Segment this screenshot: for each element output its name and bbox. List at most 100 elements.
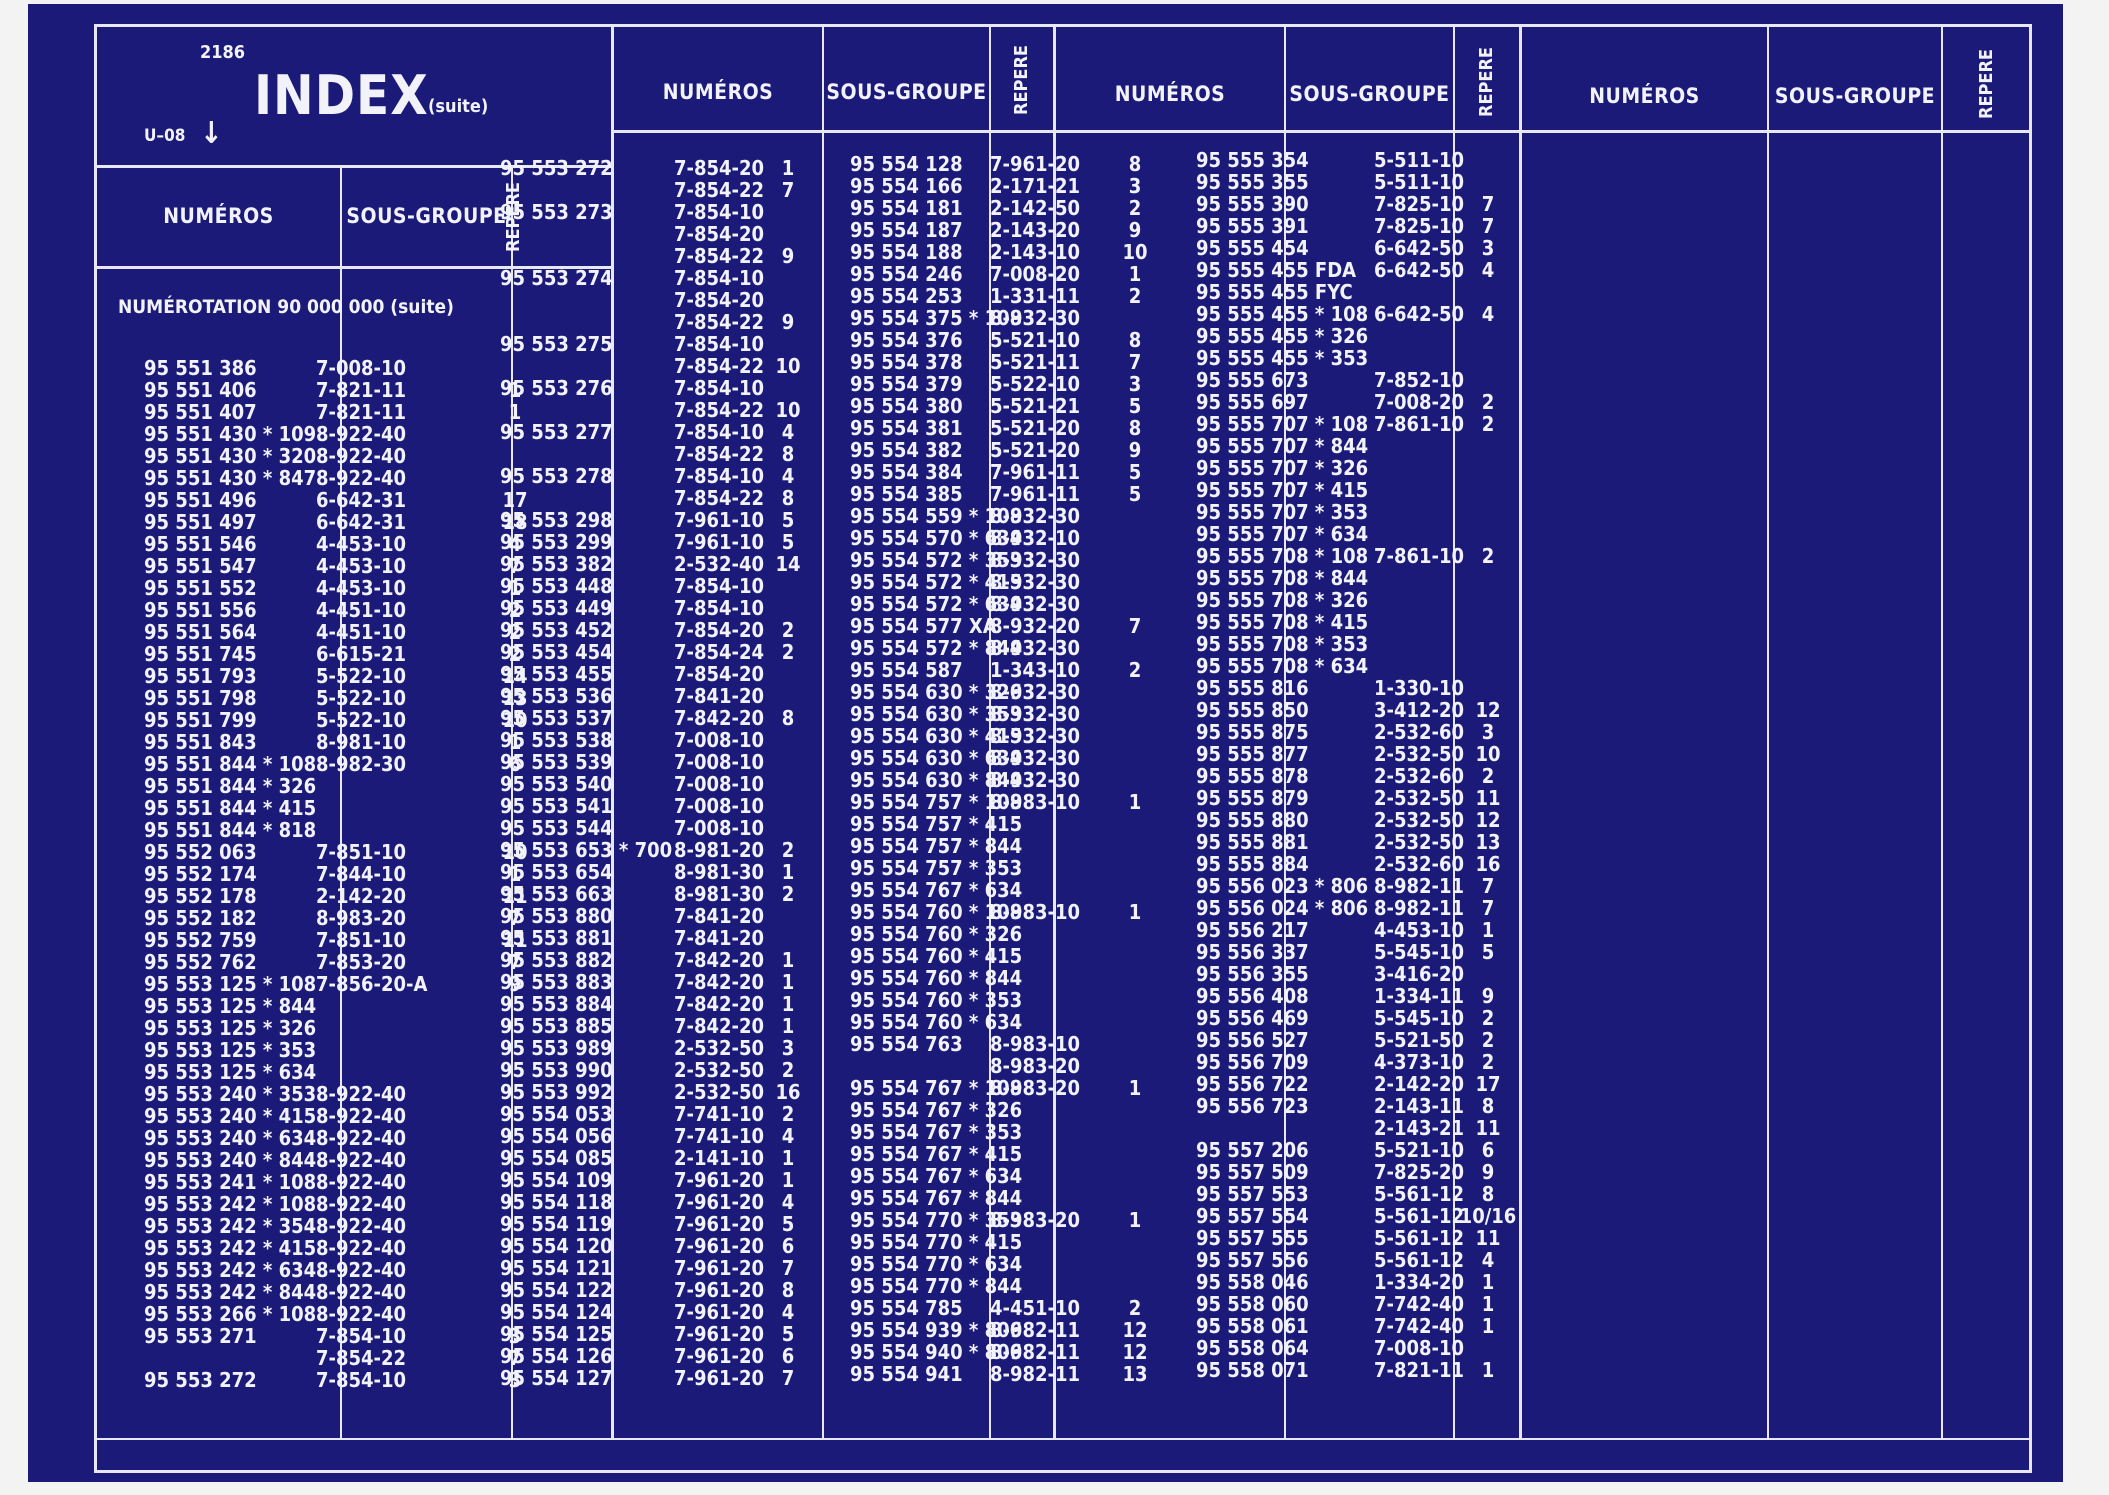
col2-row-s: 7-854-20	[674, 662, 765, 686]
col2-row-r: 7	[781, 1256, 795, 1280]
col2-row-s: 7-854-10	[674, 464, 765, 488]
col4-row-s: 2-532-50	[1374, 830, 1465, 854]
col4-row-n: 95 555 355	[1196, 170, 1309, 194]
col1-row-r: 1	[508, 400, 522, 424]
col2-row-s: 7-854-22	[674, 310, 765, 334]
col1-row-r: 18	[502, 510, 528, 534]
col4-row-n: 95 555 454	[1196, 236, 1309, 260]
col2-row-n: 95 554 127	[500, 1366, 613, 1390]
col4-row-s: 7-008-10	[1374, 1336, 1465, 1360]
col1-numeros-header: NUMÉROS	[163, 204, 274, 228]
col1-row-n: 95 552 178	[144, 884, 257, 908]
col3-row-n: 95 554 382	[850, 438, 963, 462]
col4-row-r: 1	[1481, 1314, 1495, 1338]
col2-row-n: 95 554 085	[500, 1146, 613, 1170]
col1-row-s: 7-008-10	[316, 356, 407, 380]
col4-row-n: 95 555 707 * 844	[1196, 434, 1369, 458]
col3-row-r: 2	[1128, 196, 1142, 220]
col4-row-r: 7	[1481, 214, 1495, 238]
col4-row-r: 2	[1481, 1050, 1495, 1074]
col4-row-s: 6-642-50	[1374, 258, 1465, 282]
col1-row-r: 2	[508, 598, 522, 622]
col4-row-s: 1-334-11	[1374, 984, 1465, 1008]
col2-row-s: 7-854-22	[674, 398, 765, 422]
col1-row-n: 95 553 242 * 354	[144, 1214, 317, 1238]
col2-row-s: 2-532-50	[674, 1036, 765, 1060]
col2-row-r: 2	[781, 1102, 795, 1126]
col3-row-n: 95 554 757 * 108	[850, 790, 1023, 814]
col2-row-n: 95 553 536	[500, 684, 613, 708]
col2-row-s: 7-008-10	[674, 728, 765, 752]
col3-row-s: 8-983-10	[990, 1032, 1081, 1056]
col2-repere-header: REPERE	[1011, 45, 1032, 116]
col2-row-s: 7-854-22	[674, 442, 765, 466]
col4-row-r: 11	[1475, 1116, 1501, 1140]
col4-row-s: 7-825-10	[1374, 192, 1465, 216]
col4-row-r: 4	[1481, 302, 1495, 326]
col4-row-r: 11	[1475, 1226, 1501, 1250]
col3-row-s: 8-932-30	[990, 724, 1081, 748]
col3-row-s: 5-521-20	[990, 416, 1081, 440]
col4-row-n: 95 555 707 * 353	[1196, 500, 1369, 524]
col4-row-s: 1-330-10	[1374, 676, 1465, 700]
col3-row-s: 8-932-10	[990, 526, 1081, 550]
col4-row-s: 5-561-12	[1374, 1204, 1465, 1228]
col3-row-n: 95 554 587	[850, 658, 963, 682]
col1-row-r: 1	[508, 862, 522, 886]
col2-row-n: 95 553 538	[500, 728, 613, 752]
col3-row-s: 2-143-10	[990, 240, 1081, 264]
col4-row-s: 8-982-11	[1374, 896, 1465, 920]
col4-row-n: 95 555 455 * 108	[1196, 302, 1369, 326]
col1-row-r: 11	[502, 928, 528, 952]
col4-row-n: 95 555 673	[1196, 368, 1309, 392]
col2-row-s: 7-741-10	[674, 1102, 765, 1126]
col2-row-s: 2-532-50	[674, 1058, 765, 1082]
col4-row-s: 7-742-40	[1374, 1292, 1465, 1316]
col4-row-n: 95 555 455 * 326	[1196, 324, 1369, 348]
col1-row-s: 8-922-40	[316, 444, 407, 468]
col1-row-s: 7-856-20-A	[316, 972, 428, 996]
col2-row-r: 4	[781, 1300, 795, 1324]
col2-row-s: 7-854-10	[674, 200, 765, 224]
col1-row-n: 95 553 266 * 108	[144, 1302, 317, 1326]
col4-row-s: 4-453-10	[1374, 918, 1465, 942]
col3-row-n: 95 554 760 * 326	[850, 922, 1023, 946]
col3-sep-a	[1284, 24, 1286, 1440]
col2-row-n: 95 553 448	[500, 574, 613, 598]
col2-row-n: 95 554 120	[500, 1234, 613, 1258]
col3-repere-header: REPERE	[1476, 47, 1497, 118]
col4-row-r: 10	[1475, 742, 1501, 766]
col4-row-s: 2-142-20	[1374, 1072, 1465, 1096]
col3-row-r: 1	[1128, 1208, 1142, 1232]
col2-row-n: 95 553 654	[500, 860, 613, 884]
col3-row-r: 2	[1128, 658, 1142, 682]
col1-row-n: 95 551 547	[144, 554, 257, 578]
col4-row-n: 95 558 046	[1196, 1270, 1309, 1294]
col3-row-n: 95 554 559 * 108	[850, 504, 1023, 528]
col2-row-s: 7-854-10	[674, 376, 765, 400]
col1-row-n: 95 551 546	[144, 532, 257, 556]
col3-row-n: 95 554 166	[850, 174, 963, 198]
col4-row-n: 95 555 455 * 353	[1196, 346, 1369, 370]
col3-numeros-header: NUMÉROS	[1114, 82, 1226, 106]
col2-row-n: 95 553 990	[500, 1058, 613, 1082]
col2-row-s: 7-854-20	[674, 156, 765, 180]
col4-row-r: 12	[1475, 808, 1501, 832]
col3-row-n: 95 554 760 * 108	[850, 900, 1023, 924]
col3-row-s: 8-932-30	[990, 570, 1081, 594]
border-top	[94, 24, 2032, 27]
col4-row-r: 2	[1481, 764, 1495, 788]
col3-row-s: 7-961-11	[990, 460, 1081, 484]
col4-row-n: 95 557 554	[1196, 1204, 1309, 1228]
col1-row-r: 13	[502, 686, 528, 710]
col1-row-n: 95 551 844 * 326	[144, 774, 317, 798]
col4-row-n: 95 556 024 * 806	[1196, 896, 1369, 920]
col2-row-s: 7-841-20	[674, 684, 765, 708]
col2-row-n: 95 553 277	[500, 420, 613, 444]
col4-row-n: 95 556 709	[1196, 1050, 1309, 1074]
col1-row-n: 95 551 843	[144, 730, 257, 754]
col3-row-n: 95 554 630 * 415	[850, 724, 1023, 748]
col2-sep-a	[822, 24, 824, 1440]
col2-row-s: 7-854-10	[674, 574, 765, 598]
col3-row-r: 1	[1128, 1076, 1142, 1100]
